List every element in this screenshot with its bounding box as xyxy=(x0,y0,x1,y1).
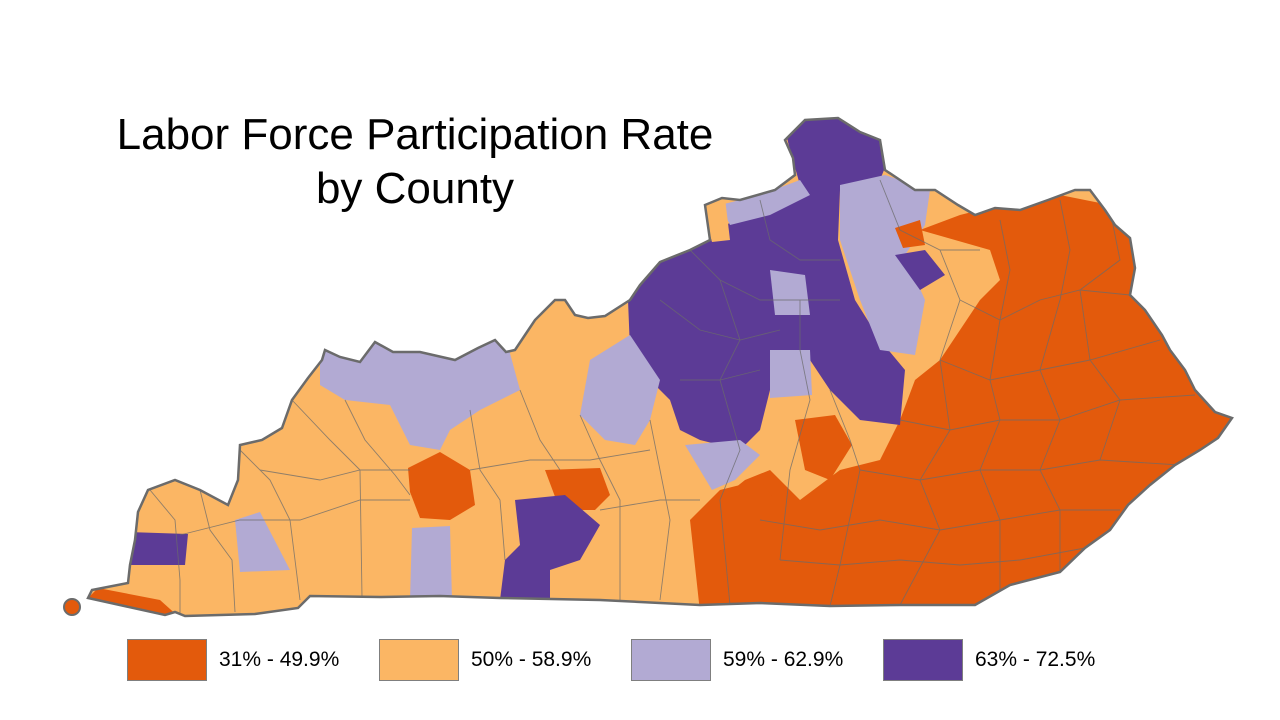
map-title-line-1: Labor Force Participation Rate xyxy=(116,110,714,159)
map-title-line-2: by County xyxy=(315,164,515,213)
region-south-central-dark xyxy=(500,495,600,600)
legend-swatch-class-2 xyxy=(379,639,459,681)
legend-label-class-2: 50% - 58.9% xyxy=(471,648,592,671)
county-regions xyxy=(88,118,1232,616)
legend-swatch-class-4 xyxy=(883,639,963,681)
legend-swatch-class-3 xyxy=(631,639,711,681)
region-bluegrass-island xyxy=(63,598,81,616)
legend-label-class-4: 63% - 72.5% xyxy=(975,648,1096,671)
region-orange-northeast-spot xyxy=(895,220,925,248)
region-central-light-3 xyxy=(580,335,660,445)
legend-swatch-class-1 xyxy=(127,639,207,681)
region-orange-north-spot xyxy=(700,198,730,242)
region-orange-east-central-spot xyxy=(795,415,852,480)
region-far-west-light xyxy=(235,512,290,572)
region-central-light-2 xyxy=(770,350,812,398)
legend-item-class-1: 31% - 49.9% xyxy=(127,639,379,681)
region-northern-kentucky-light xyxy=(840,175,930,355)
region-eastern-kentucky-lower xyxy=(690,480,800,612)
legend-item-class-4: 63% - 72.5% xyxy=(883,639,1135,681)
legend-item-class-3: 59% - 62.9% xyxy=(631,639,883,681)
county-boundary-lines xyxy=(149,179,1196,615)
kentucky-state-shape xyxy=(63,116,1234,618)
region-central-light xyxy=(770,270,810,315)
legend-item-class-2: 50% - 58.9% xyxy=(379,639,631,681)
legend-label-class-1: 31% - 49.9% xyxy=(219,648,340,671)
region-south-central-light xyxy=(685,440,760,490)
region-dark-northeast-spot xyxy=(895,250,945,290)
map-title: Labor Force Participation Rate by County xyxy=(60,108,770,216)
region-northern-kentucky xyxy=(628,118,905,450)
kentucky-county-map xyxy=(63,116,1234,618)
region-far-west-light-2 xyxy=(410,526,452,600)
region-northern-kentucky-light-west xyxy=(720,180,810,225)
legend-label-class-3: 59% - 62.9% xyxy=(723,648,844,671)
region-west-central-light xyxy=(320,335,520,450)
map-legend: 31% - 49.9% 50% - 58.9% 59% - 62.9% 63% … xyxy=(127,638,1135,682)
region-orange-west-spot xyxy=(408,452,475,520)
region-far-west-dark xyxy=(128,532,188,565)
region-eastern-kentucky xyxy=(700,195,1232,612)
